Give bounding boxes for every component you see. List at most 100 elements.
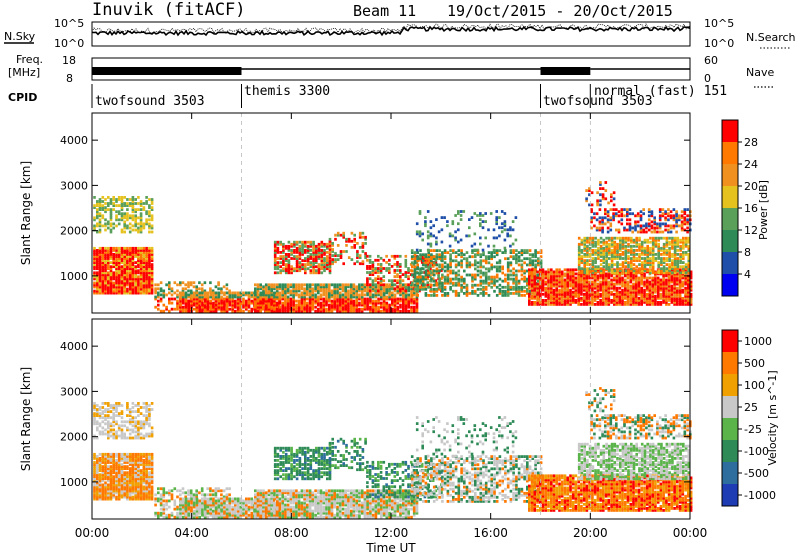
cell	[682, 257, 685, 260]
cell	[374, 258, 377, 262]
cell	[126, 281, 129, 285]
cell	[569, 288, 572, 292]
cell	[465, 263, 469, 267]
cell	[689, 280, 693, 284]
cell	[479, 242, 482, 246]
cell	[96, 230, 99, 234]
cell	[588, 253, 592, 256]
cell	[632, 278, 635, 282]
cell	[430, 271, 433, 275]
cell	[363, 293, 367, 297]
cell	[473, 212, 477, 215]
cell	[416, 294, 419, 297]
cell	[482, 281, 485, 285]
cell	[490, 277, 493, 281]
cell	[419, 257, 422, 261]
cell	[632, 244, 636, 248]
cell	[560, 280, 564, 284]
cell	[267, 299, 271, 303]
cell	[571, 274, 575, 278]
cell	[479, 261, 483, 265]
cell	[687, 290, 690, 294]
cell	[115, 263, 118, 266]
cell	[596, 274, 600, 278]
cell	[419, 281, 422, 285]
cell	[574, 282, 578, 286]
cell	[139, 261, 143, 264]
cell	[203, 307, 207, 311]
cell	[643, 280, 646, 284]
cell	[437, 273, 440, 276]
cell	[547, 299, 550, 302]
cell	[613, 240, 617, 244]
cell	[366, 265, 369, 268]
cell	[632, 263, 636, 266]
cell	[109, 289, 113, 293]
cell	[109, 267, 113, 271]
cell	[620, 208, 624, 211]
cell	[481, 248, 485, 252]
cell	[608, 263, 611, 266]
cell	[602, 265, 606, 269]
cell	[187, 285, 190, 289]
cell	[631, 226, 634, 230]
cell	[98, 257, 102, 260]
cell	[273, 283, 276, 287]
cell	[533, 280, 537, 284]
cell	[539, 286, 542, 290]
cell	[517, 292, 521, 295]
cell	[682, 255, 685, 258]
cell	[602, 246, 606, 250]
cell	[347, 283, 350, 287]
cell	[104, 246, 107, 250]
cell	[449, 261, 452, 265]
cell	[682, 253, 685, 256]
cell	[659, 284, 663, 288]
cell	[671, 236, 674, 240]
cell	[312, 269, 315, 273]
cell	[678, 274, 682, 278]
cell	[93, 218, 96, 222]
cell	[687, 280, 690, 284]
cell	[591, 299, 594, 302]
cell	[371, 265, 375, 268]
cell	[637, 280, 641, 284]
cell	[148, 273, 151, 277]
cell	[591, 292, 594, 296]
cell	[281, 287, 284, 291]
cell	[341, 293, 345, 297]
cell	[264, 307, 268, 311]
cell	[306, 251, 310, 254]
cell	[407, 269, 410, 272]
cell	[443, 285, 447, 289]
cell	[179, 293, 182, 297]
cell	[247, 303, 251, 307]
cell	[421, 253, 425, 257]
cell	[506, 277, 510, 281]
cell	[504, 257, 507, 261]
cell	[352, 285, 356, 289]
cell	[582, 299, 586, 302]
cell	[460, 289, 463, 293]
cell	[460, 251, 463, 254]
cell	[558, 284, 561, 288]
cell	[264, 297, 268, 301]
cell	[120, 214, 124, 218]
cell	[131, 285, 135, 289]
cell	[645, 226, 648, 230]
cell	[134, 198, 137, 201]
cell	[649, 261, 652, 264]
cell	[451, 234, 455, 238]
cell	[385, 307, 389, 311]
cell	[326, 242, 329, 246]
cell	[669, 230, 673, 234]
cell	[627, 242, 630, 246]
cell	[112, 246, 115, 250]
cell	[131, 228, 135, 232]
cell	[349, 285, 353, 289]
cell	[687, 253, 691, 256]
cell	[665, 294, 668, 298]
cell	[590, 208, 593, 211]
cell	[396, 307, 400, 311]
cell	[262, 301, 265, 305]
